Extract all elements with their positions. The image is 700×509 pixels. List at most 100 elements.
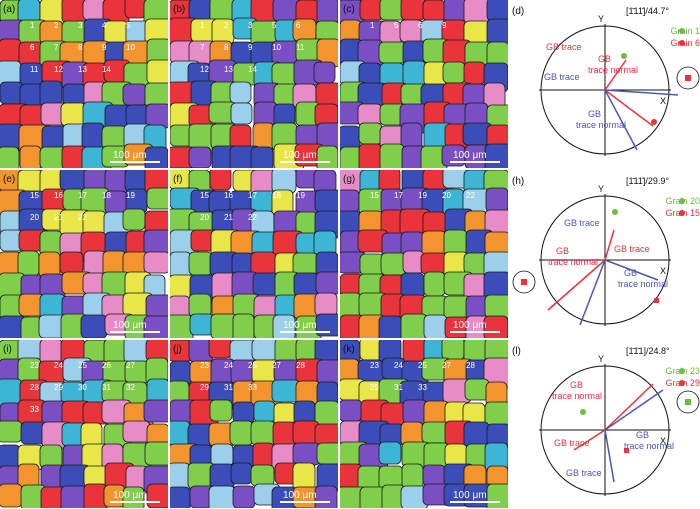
grain: [122, 83, 148, 106]
grain: [62, 83, 86, 106]
grain-number: 24: [54, 361, 63, 370]
annotation-text: trace normal: [624, 441, 674, 451]
scale-bar: 100 μm: [110, 320, 160, 333]
grain: [229, 81, 252, 104]
pole-figure-l-svg: (l) [1̄1̄1]/24.8° Grain 23 Grain 29 Y X …: [512, 346, 700, 496]
grain: [124, 0, 147, 19]
annotation-text: GB trace: [544, 72, 580, 82]
grain-number: 5: [272, 21, 277, 30]
map-j-svg: 23 24 25 27 28 29 31 33 (j) 100 μm: [170, 340, 338, 508]
map-f-svg: 15 16 17 18 19 20 21 22 (f) 100 μm: [170, 170, 338, 338]
grain-number: 16: [54, 191, 63, 200]
scale-bar: 100 μm: [450, 150, 500, 163]
grain-number: 10: [272, 43, 281, 52]
grain: [59, 251, 84, 275]
grain-fill-group: [340, 170, 508, 338]
grain: [423, 271, 446, 297]
grain: [250, 420, 276, 446]
grain: [272, 421, 297, 447]
grain: [209, 170, 232, 191]
grain: [170, 314, 194, 338]
scale-bar-label: 100 μm: [283, 320, 317, 331]
grain: [232, 401, 255, 424]
panel-label: (c): [343, 4, 355, 15]
grain: [314, 189, 338, 213]
panel-label: (a): [3, 4, 15, 15]
direction-label: [1̄1̄1]/24.8°: [626, 346, 670, 356]
grain-number: 14: [102, 65, 111, 74]
legend-marker-green: [679, 198, 685, 204]
map-panel-e: 15 16 17 18 19 20 21 22 (e) 100 μm: [0, 170, 168, 338]
panel-label: (g): [343, 174, 355, 185]
red-trace-line: [604, 229, 615, 261]
grain: [359, 253, 385, 276]
grain: [229, 420, 254, 446]
scale-bar: 100 μm: [110, 490, 160, 503]
grain-number: 20: [200, 213, 209, 222]
zoom-marker: [521, 279, 527, 285]
map-panel-i: 23 24 25 26 27 28 29 30 31 32 33 (i) 100 μm: [0, 340, 168, 508]
grain: [402, 340, 426, 364]
red-trace-normal-line: [547, 259, 606, 311]
grain: [209, 399, 233, 422]
grain: [229, 124, 252, 150]
grain: [316, 442, 338, 465]
red-trace-normal-line: [604, 383, 654, 431]
panel-label: (l): [512, 346, 521, 357]
map-panel-f: 15 16 17 18 19 20 21 22 (f) 100 μm: [170, 170, 338, 338]
grain-number: 21: [54, 213, 63, 222]
grain: [188, 293, 212, 318]
grain-number: 11: [296, 43, 305, 52]
grain: [230, 462, 253, 485]
grain-number: 18: [272, 191, 281, 200]
grain: [143, 315, 168, 338]
grain: [0, 483, 23, 508]
grain: [402, 60, 427, 87]
grain-fill-group: [0, 170, 168, 338]
blue-trace-line: [604, 89, 679, 96]
grain-number: 8: [224, 43, 229, 52]
grain: [358, 122, 383, 145]
direction-label: [1̄11̄]/44.7°: [626, 6, 669, 16]
grain: [83, 483, 108, 508]
grain-number: 14: [248, 65, 257, 74]
grain-fill-group: [170, 340, 338, 508]
grain: [315, 82, 338, 107]
legend-text: Grain 1: [670, 26, 700, 36]
annotation-text: GB trace: [564, 218, 600, 228]
grain-number: 22: [466, 191, 475, 200]
zoom-marker: [685, 75, 691, 81]
pole-point-red: [624, 448, 629, 453]
panel-label: (h): [512, 176, 524, 187]
annotation-text: trace normal: [588, 65, 638, 75]
zoom-circle: [512, 270, 536, 294]
grain-fill-group: [0, 340, 168, 508]
grain-number: 23: [370, 361, 379, 370]
grain: [444, 443, 468, 467]
grain: [210, 443, 234, 467]
grain: [208, 485, 236, 508]
grain-number: 9: [102, 43, 107, 52]
grain: [340, 189, 360, 213]
map-g-svg: 15 17 19 20 22 (g) 100 μm: [340, 170, 508, 338]
grain: [359, 0, 384, 21]
grain-number: 7: [54, 43, 59, 52]
grain: [315, 313, 338, 337]
grain: [101, 125, 128, 150]
grain-fill-group: [170, 170, 338, 338]
grain-number: 19: [418, 191, 427, 200]
grain: [145, 294, 168, 319]
grain-number: 2: [224, 21, 229, 30]
annotation-text: trace normal: [618, 279, 668, 289]
grain-number: 18: [102, 191, 111, 200]
grain-number: 17: [78, 191, 87, 200]
red-trace-line: [573, 429, 606, 451]
grain-number: 19: [296, 191, 305, 200]
grain: [271, 170, 297, 194]
zoom-circle: [676, 66, 700, 90]
legend-text: Grain 6: [670, 38, 700, 48]
map-panel-a: 1 2 3 4 5 6 7 8 9 10 11 12 13 14 (a) 100 μm: [0, 0, 168, 168]
grain: [422, 0, 446, 22]
pole-point-red: [651, 119, 657, 125]
